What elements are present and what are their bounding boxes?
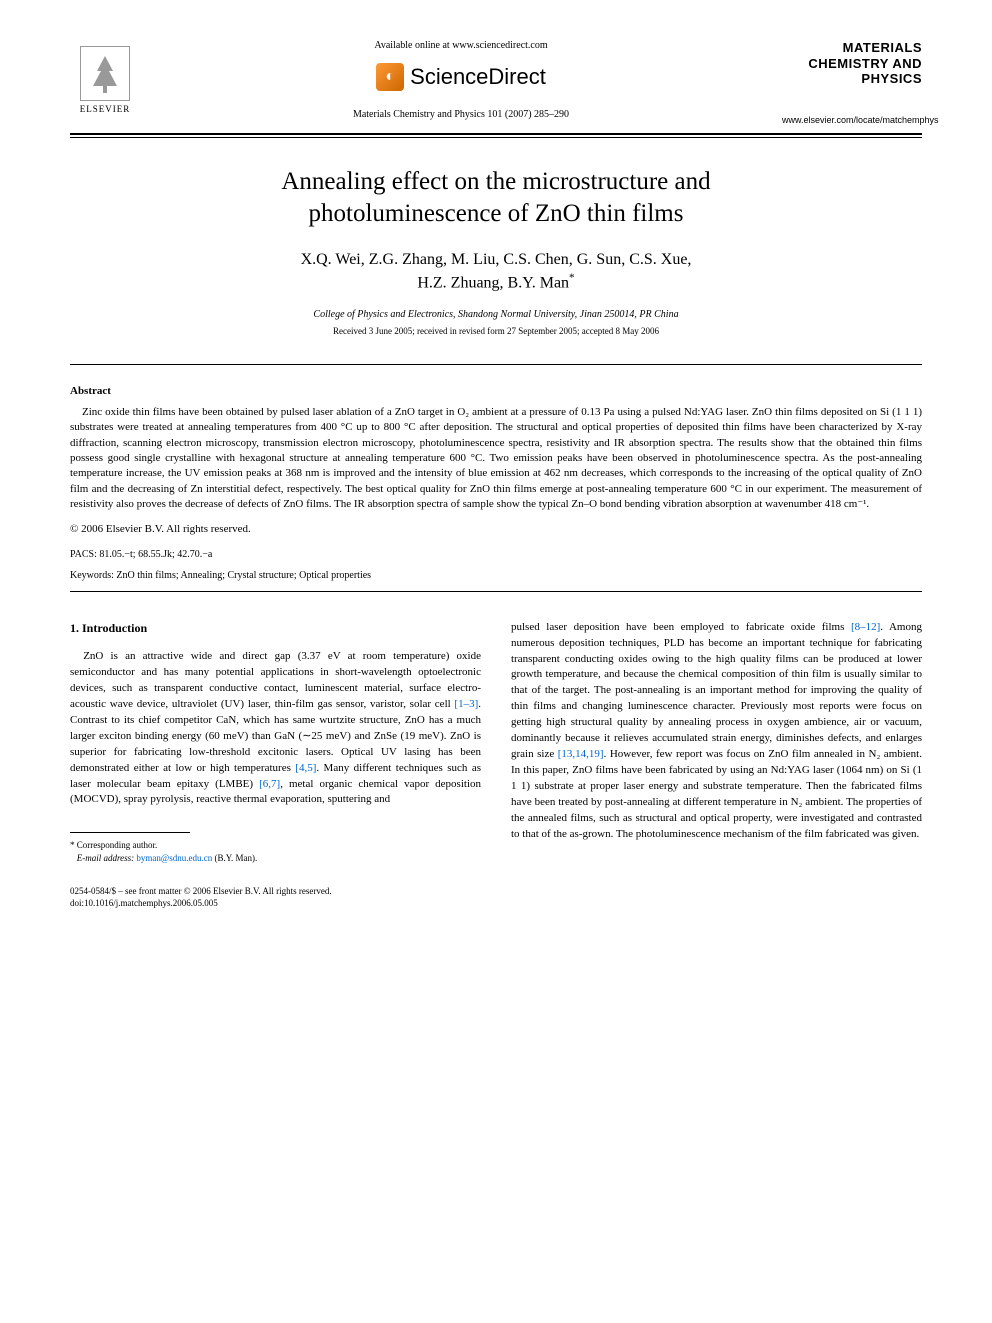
keywords-label: Keywords: — [70, 570, 114, 581]
footnote-email-link[interactable]: byman@sdnu.edu.cn — [136, 853, 212, 863]
elsevier-text: ELSEVIER — [80, 104, 131, 114]
citation-line: Materials Chemistry and Physics 101 (200… — [160, 109, 762, 120]
pacs-values: 81.05.−t; 68.55.Jk; 42.70.−a — [97, 549, 212, 560]
authors-line2: H.Z. Zhuang, B.Y. Man — [417, 275, 569, 292]
abstract-text: Zinc oxide thin films have been obtained… — [70, 405, 922, 513]
keywords-line: Keywords: ZnO thin films; Annealing; Cry… — [70, 570, 922, 581]
page-header: ELSEVIER Available online at www.science… — [70, 40, 922, 125]
footnote-star-line: * Corresponding author. — [70, 839, 481, 852]
ref-13-14-19[interactable]: [13,14,19] — [558, 748, 604, 760]
authors-line1: X.Q. Wei, Z.G. Zhang, M. Liu, C.S. Chen,… — [301, 251, 692, 268]
abstract-bottom-rule — [70, 591, 922, 592]
intro-paragraph-right: pulsed laser deposition have been employ… — [511, 620, 922, 843]
center-header: Available online at www.sciencedirect.co… — [140, 40, 782, 120]
abstract-body: Zinc oxide thin films have been obtained… — [70, 406, 922, 510]
abstract-top-rule — [70, 364, 922, 365]
abstract-heading: Abstract — [70, 385, 922, 397]
header-rule-thick — [70, 133, 922, 135]
sciencedirect-logo: ◐ ScienceDirect — [160, 63, 762, 91]
title-line2: photoluminescence of ZnO thin films — [309, 200, 684, 227]
sciencedirect-text: ScienceDirect — [410, 64, 546, 90]
ref-6-7[interactable]: [6,7] — [259, 778, 280, 790]
intro-paragraph-left: ZnO is an attractive wide and direct gap… — [70, 649, 481, 808]
pacs-label: PACS: — [70, 549, 97, 560]
copyright-line: © 2006 Elsevier B.V. All rights reserved… — [70, 523, 922, 535]
journal-url: www.elsevier.com/locate/matchemphys — [782, 115, 922, 125]
footnote-email-label: E-mail address: — [77, 853, 134, 863]
ref-1-3[interactable]: [1–3] — [454, 698, 478, 710]
footnote-separator — [70, 832, 190, 833]
corresponding-author-footnote: * Corresponding author. E-mail address: … — [70, 839, 481, 864]
ref-4-5[interactable]: [4,5] — [295, 762, 316, 774]
sciencedirect-icon: ◐ — [376, 63, 404, 91]
column-left: 1. Introduction ZnO is an attractive wid… — [70, 620, 481, 865]
journal-name: MATERIALS CHEMISTRY AND PHYSICS — [782, 40, 922, 87]
journal-name-line1: MATERIALS — [782, 40, 922, 56]
keywords-values: ZnO thin films; Annealing; Crystal struc… — [114, 570, 371, 581]
footnote-email-line: E-mail address: byman@sdnu.edu.cn (B.Y. … — [70, 852, 481, 865]
corresponding-mark: * — [569, 272, 575, 284]
body-columns: 1. Introduction ZnO is an attractive wid… — [70, 620, 922, 865]
journal-name-line2: CHEMISTRY AND — [782, 56, 922, 72]
article-dates: Received 3 June 2005; received in revise… — [70, 326, 922, 336]
elsevier-logo: ELSEVIER — [70, 40, 140, 120]
column-right: pulsed laser deposition have been employ… — [511, 620, 922, 865]
pacs-line: PACS: 81.05.−t; 68.55.Jk; 42.70.−a — [70, 549, 922, 560]
authors: X.Q. Wei, Z.G. Zhang, M. Liu, C.S. Chen,… — [70, 249, 922, 295]
title-line1: Annealing effect on the microstructure a… — [281, 168, 710, 195]
journal-sidebar: MATERIALS CHEMISTRY AND PHYSICS www.else… — [782, 40, 922, 125]
elsevier-tree-icon — [80, 46, 130, 101]
article-title: Annealing effect on the microstructure a… — [70, 166, 922, 231]
footer-line1: 0254-0584/$ – see front matter © 2006 El… — [70, 885, 922, 898]
page-footer: 0254-0584/$ – see front matter © 2006 El… — [70, 885, 922, 910]
header-rule-thin — [70, 137, 922, 138]
section-1-heading: 1. Introduction — [70, 620, 481, 637]
affiliation: College of Physics and Electronics, Shan… — [70, 309, 922, 320]
journal-name-line3: PHYSICS — [782, 71, 922, 87]
footer-line2: doi:10.1016/j.matchemphys.2006.05.005 — [70, 897, 922, 910]
available-online-text: Available online at www.sciencedirect.co… — [160, 40, 762, 51]
footnote-email-name: (B.Y. Man). — [214, 853, 257, 863]
ref-8-12[interactable]: [8–12] — [851, 621, 880, 633]
